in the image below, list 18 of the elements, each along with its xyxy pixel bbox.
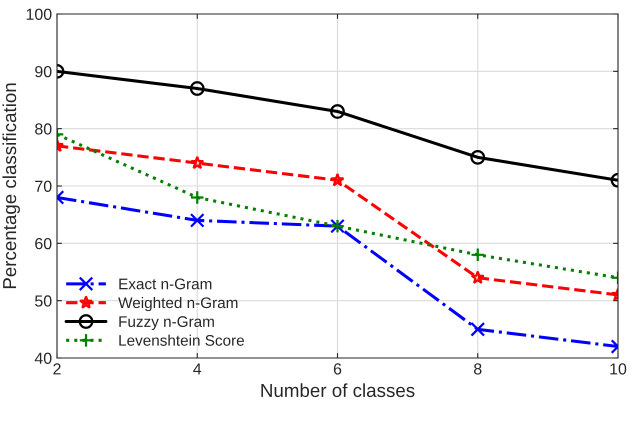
y-tick-label: 90: [35, 66, 52, 78]
x-tick-label: 4: [193, 363, 202, 374]
x-tick-label: 6: [334, 363, 342, 375]
x-axis-title: Number of classes: [261, 383, 414, 398]
y-tick-label: 40: [34, 352, 52, 364]
y-tick-label: 50: [35, 295, 52, 307]
y-tick-label: 80: [35, 123, 52, 135]
legend-label: Fuzzy n-Gram: [119, 316, 214, 330]
legend-label: Exact n-Gram: [119, 278, 212, 290]
legend-label: Weighted n-Gram: [118, 296, 238, 312]
y-tick-label: 70: [35, 180, 52, 192]
y-tick-label: 100: [26, 8, 52, 20]
x-tick-label: 2: [53, 363, 61, 374]
legend-label: Levenshtein Score: [119, 334, 244, 346]
x-tick-label: 10: [610, 363, 626, 375]
x-tick-label: 8: [474, 363, 482, 375]
y-axis-title: Percentage classification: [2, 84, 20, 288]
y-tick-label: 60: [35, 238, 52, 250]
